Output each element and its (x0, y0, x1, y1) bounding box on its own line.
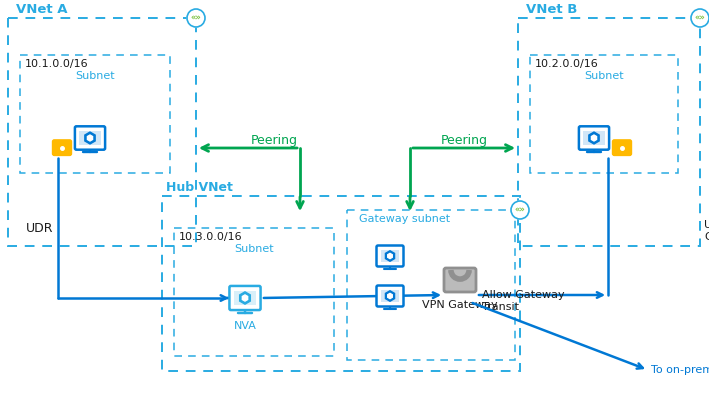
FancyBboxPatch shape (75, 126, 105, 150)
Text: Subnet: Subnet (234, 244, 274, 254)
Text: UDR: UDR (26, 222, 54, 235)
Text: «»: «» (515, 206, 525, 214)
Text: «»: «» (191, 13, 201, 23)
Text: VNet A: VNet A (16, 3, 67, 16)
Text: «»: «» (695, 13, 705, 23)
FancyBboxPatch shape (234, 291, 256, 305)
Text: 10.1.0.0/16: 10.1.0.0/16 (25, 59, 89, 69)
Polygon shape (388, 293, 392, 299)
Text: Subnet: Subnet (75, 71, 115, 81)
Polygon shape (591, 135, 596, 141)
FancyBboxPatch shape (579, 126, 609, 150)
Text: Use Remote
Gateway: Use Remote Gateway (704, 220, 709, 242)
Text: NVA: NVA (233, 321, 257, 331)
Circle shape (187, 9, 205, 27)
Polygon shape (85, 132, 95, 144)
FancyBboxPatch shape (79, 131, 101, 145)
FancyBboxPatch shape (381, 250, 399, 262)
Text: Hub VNet: Hub VNet (166, 181, 233, 194)
Polygon shape (386, 251, 394, 261)
Polygon shape (388, 253, 392, 258)
Text: Allow Gateway
Transit: Allow Gateway Transit (482, 290, 564, 312)
Text: VNet B: VNet B (526, 3, 577, 16)
Text: Peering: Peering (250, 134, 298, 147)
Text: Peering: Peering (440, 134, 488, 147)
Text: Gateway subnet: Gateway subnet (359, 214, 450, 224)
FancyBboxPatch shape (230, 286, 261, 310)
Polygon shape (386, 291, 394, 301)
Text: To on-premises: To on-premises (651, 365, 709, 375)
Circle shape (691, 9, 709, 27)
FancyBboxPatch shape (381, 290, 399, 303)
Text: 10.3.0.0/16: 10.3.0.0/16 (179, 232, 242, 242)
FancyBboxPatch shape (613, 140, 631, 155)
FancyBboxPatch shape (444, 268, 476, 292)
Polygon shape (589, 132, 599, 144)
Polygon shape (242, 295, 247, 301)
Text: 10.2.0.0/16: 10.2.0.0/16 (535, 59, 598, 69)
FancyBboxPatch shape (376, 285, 403, 306)
Polygon shape (240, 292, 250, 304)
FancyBboxPatch shape (53, 140, 71, 155)
Text: Subnet: Subnet (584, 71, 624, 81)
Polygon shape (87, 135, 93, 141)
Circle shape (511, 201, 529, 219)
FancyBboxPatch shape (584, 131, 605, 145)
FancyBboxPatch shape (376, 245, 403, 266)
Text: VPN Gateway: VPN Gateway (422, 300, 498, 310)
